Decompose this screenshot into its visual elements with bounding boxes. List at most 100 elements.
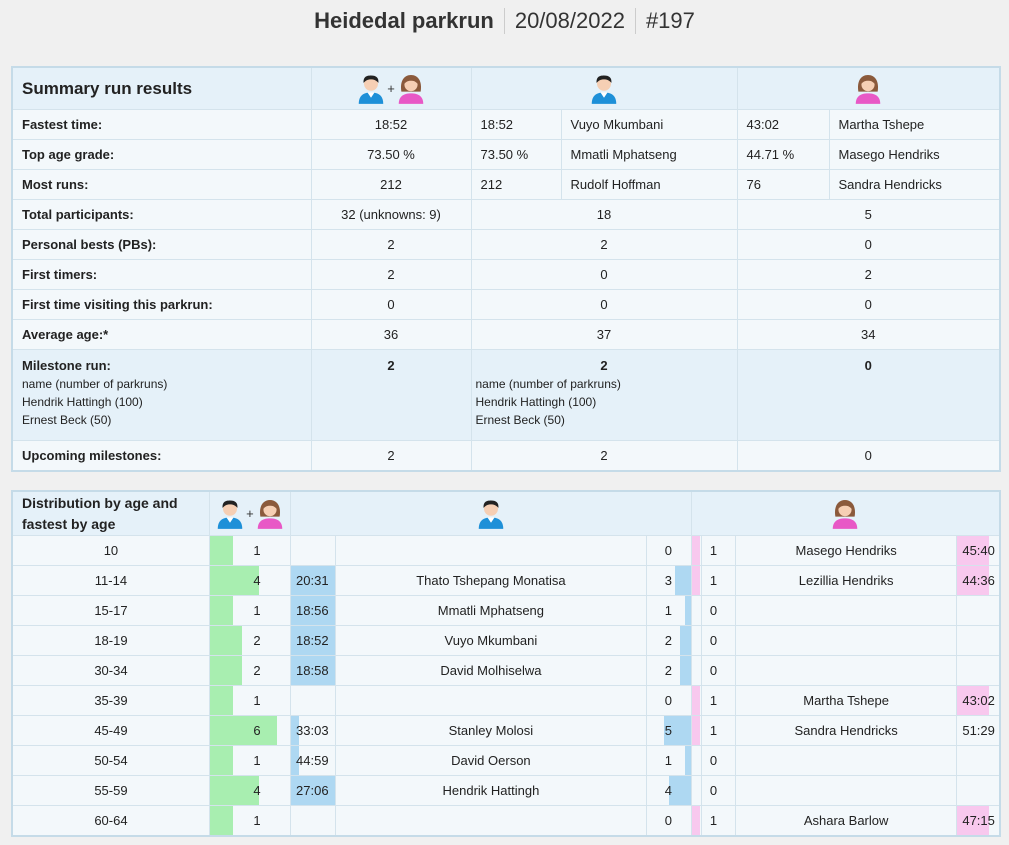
female-count-bar bbox=[691, 716, 700, 745]
male-count: 0 bbox=[664, 693, 672, 708]
all-count-cell: 4 bbox=[208, 565, 292, 596]
male-count: 1 bbox=[664, 603, 672, 618]
male-fastest-time: 20:31 bbox=[296, 573, 329, 588]
female-value: 5 bbox=[736, 199, 1001, 230]
female-count-cell: 0 bbox=[700, 595, 736, 626]
female-time-bar bbox=[957, 686, 990, 715]
male-time-bar bbox=[291, 656, 335, 685]
male-icon bbox=[216, 498, 244, 530]
female-value: 76 bbox=[736, 169, 830, 200]
all-count-bar bbox=[209, 536, 233, 565]
all-count-bar bbox=[209, 776, 260, 805]
age-group-label: 60-64 bbox=[11, 805, 210, 837]
age-group-row: 15-17 1 18:56 Mmatli Mphatseng 1 0 bbox=[11, 595, 1001, 626]
page-header: Heidedal parkrun 20/08/2022 #197 bbox=[0, 6, 1009, 36]
male-count-bar bbox=[680, 656, 691, 685]
all-count: 1 bbox=[253, 693, 261, 708]
male-fastest-time: 33:03 bbox=[296, 723, 329, 738]
female-fastest-time: 43:02 bbox=[962, 693, 995, 708]
female-count: 1 bbox=[709, 543, 718, 558]
row-label: Milestone run: bbox=[22, 358, 111, 373]
female-icon bbox=[397, 73, 425, 105]
summary-row-age-grade: Top age grade: 73.50 % 73.50 % Mmatli Mp… bbox=[11, 139, 1001, 170]
all-value: 2 bbox=[310, 229, 472, 260]
male-count-cell: 4 bbox=[645, 775, 692, 806]
header-divider bbox=[503, 8, 505, 34]
female-marker-cell bbox=[690, 625, 702, 656]
milestone-name: Hendrik Hattingh (100) bbox=[22, 395, 143, 409]
female-time-cell: 47:15 bbox=[956, 805, 1001, 837]
male-time-bar bbox=[291, 776, 335, 805]
all-count-bar bbox=[209, 566, 260, 595]
male-fastest-name bbox=[335, 535, 647, 566]
male-time-bar bbox=[291, 596, 335, 625]
female-time-cell bbox=[956, 595, 1001, 626]
male-fastest-name bbox=[335, 805, 647, 837]
age-group-row: 45-49 6 33:03 Stanley Molosi 5 1 Sandra Hendri… bbox=[11, 715, 1001, 746]
male-fastest-name bbox=[335, 685, 647, 716]
age-group-label: 15-17 bbox=[11, 595, 210, 626]
all-count-bar bbox=[209, 656, 242, 685]
female-count: 0 bbox=[709, 603, 718, 618]
male-count: 2 bbox=[664, 663, 672, 678]
male-count-cell: 0 bbox=[645, 805, 692, 837]
male-count-bar bbox=[680, 626, 691, 655]
age-group-row: 35-39 1 0 1 Martha Tshepe 43:02 bbox=[11, 685, 1001, 716]
male-icon bbox=[590, 73, 618, 105]
male-time-cell: 18:58 bbox=[290, 655, 337, 686]
all-count-bar bbox=[209, 716, 277, 745]
male-count-bar bbox=[669, 776, 691, 805]
female-value: 43:02 bbox=[736, 109, 830, 140]
female-count-cell: 1 bbox=[700, 565, 736, 596]
female-value: 0 bbox=[864, 358, 872, 373]
row-label: Average age:* bbox=[11, 319, 312, 350]
male-fastest-time: 18:56 bbox=[296, 603, 329, 618]
male-count-cell: 5 bbox=[645, 715, 692, 746]
male-count: 2 bbox=[664, 633, 672, 648]
male-fastest-name: David Molhiselwa bbox=[335, 655, 647, 686]
plus-icon: + bbox=[246, 506, 254, 521]
male-count-cell: 0 bbox=[645, 535, 692, 566]
male-count: 1 bbox=[664, 753, 672, 768]
female-runner-name: Martha Tshepe bbox=[828, 109, 1001, 140]
header-divider bbox=[634, 8, 636, 34]
male-time-cell: 27:06 bbox=[290, 775, 337, 806]
female-count-bar bbox=[691, 536, 700, 565]
female-time-cell bbox=[956, 775, 1001, 806]
all-value: 212 bbox=[310, 169, 472, 200]
all-count-cell: 4 bbox=[208, 775, 292, 806]
female-count: 1 bbox=[709, 813, 718, 828]
female-count: 1 bbox=[709, 573, 718, 588]
event-name: Heidedal parkrun bbox=[314, 8, 494, 33]
female-count: 0 bbox=[709, 633, 718, 648]
all-value: 2 bbox=[310, 440, 472, 472]
male-count-bar bbox=[674, 566, 691, 595]
female-count-cell: 1 bbox=[700, 535, 736, 566]
distribution-title: Distribution by age and fastest by age bbox=[11, 490, 210, 536]
milestone-name: Ernest Beck (50) bbox=[475, 413, 565, 427]
female-count-cell: 1 bbox=[700, 805, 736, 837]
male-value: 0 bbox=[470, 289, 738, 320]
female-count-cell: 0 bbox=[700, 745, 736, 776]
age-group-row: 55-59 4 27:06 Hendrik Hattingh 4 0 bbox=[11, 775, 1001, 806]
summary-row-pbs: Personal bests (PBs): 2 2 0 bbox=[11, 229, 1001, 260]
age-group-row: 18-19 2 18:52 Vuyo Mkumbani 2 0 bbox=[11, 625, 1001, 656]
male-time-cell: 44:59 bbox=[290, 745, 337, 776]
female-marker-cell bbox=[690, 775, 702, 806]
female-fastest-time: 44:36 bbox=[962, 573, 995, 588]
age-group-label: 10 bbox=[11, 535, 210, 566]
all-count-cell: 1 bbox=[208, 685, 292, 716]
summary-row-upcoming: Upcoming milestones: 2 2 0 bbox=[11, 440, 1001, 472]
age-group-label: 55-59 bbox=[11, 775, 210, 806]
male-count-cell: 2 bbox=[645, 655, 692, 686]
female-fastest-time: 47:15 bbox=[962, 813, 995, 828]
summary-row-first-visit: First time visiting this parkrun: 0 0 0 bbox=[11, 289, 1001, 320]
female-time-cell: 51:29 bbox=[956, 715, 1001, 746]
male-value: 212 bbox=[470, 169, 562, 200]
male-count: 5 bbox=[664, 723, 672, 738]
female-fastest-name: Ashara Barlow bbox=[734, 805, 958, 837]
male-fastest-name: Hendrik Hattingh bbox=[335, 775, 647, 806]
male-fastest-time: 44:59 bbox=[296, 753, 329, 768]
female-count-cell: 0 bbox=[700, 775, 736, 806]
milestone-subtitle: name (number of parkruns) bbox=[475, 377, 621, 391]
